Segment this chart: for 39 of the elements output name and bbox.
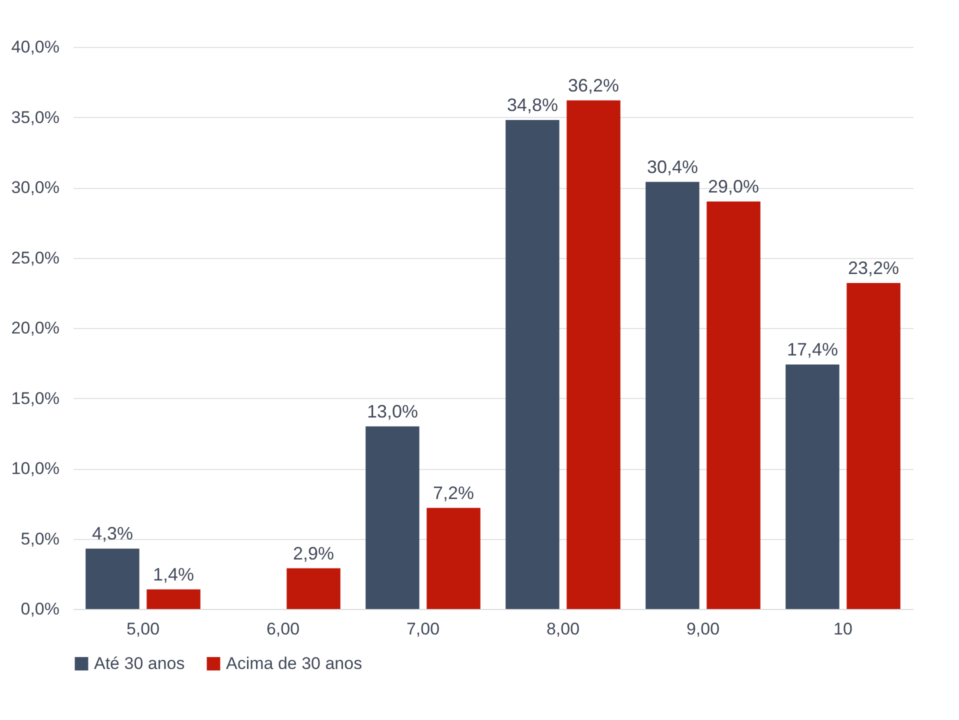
y-tick-label: 40,0% [11, 38, 60, 56]
data-label: 36,2% [568, 75, 620, 96]
data-label: 17,4% [786, 340, 838, 360]
y-tick-label: 5,0% [20, 529, 60, 548]
bar [146, 589, 200, 609]
bar [706, 202, 760, 609]
y-tick-label: 20,0% [11, 318, 60, 338]
bar [506, 120, 560, 609]
data-label: 4,3% [92, 524, 133, 544]
bar [366, 426, 420, 609]
bar [846, 283, 900, 609]
y-tick-label: 15,0% [11, 388, 60, 408]
x-tick-label: 8,00 [546, 620, 580, 638]
bar [86, 548, 140, 609]
data-label: 1,4% [153, 564, 194, 584]
bar [566, 100, 620, 609]
data-label: 34,8% [506, 95, 558, 116]
y-tick-label: 35,0% [11, 108, 60, 127]
bar [426, 508, 480, 609]
legend-label: Até 30 anos [94, 654, 185, 673]
data-label: 23,2% [848, 258, 900, 278]
data-label: 30,4% [646, 156, 698, 177]
data-label: 13,0% [366, 401, 418, 422]
y-tick-label: 0,0% [20, 600, 60, 618]
bar [786, 364, 840, 609]
data-label: 7,2% [433, 482, 474, 503]
bar [286, 568, 340, 609]
y-tick-label: 25,0% [11, 248, 60, 268]
x-tick-label: 7,00 [406, 620, 440, 638]
y-tick-label: 10,0% [11, 459, 60, 478]
bar [646, 182, 700, 609]
y-tick-label: 30,0% [11, 178, 60, 197]
data-label: 2,9% [293, 543, 334, 564]
data-label: 29,0% [708, 176, 760, 197]
legend-label: Acima de 30 anos [226, 654, 362, 673]
x-tick-label: 9,00 [686, 620, 720, 638]
x-tick-label: 10 [834, 620, 852, 638]
x-tick-label: 5,00 [126, 620, 160, 638]
x-tick-label: 6,00 [266, 620, 300, 638]
